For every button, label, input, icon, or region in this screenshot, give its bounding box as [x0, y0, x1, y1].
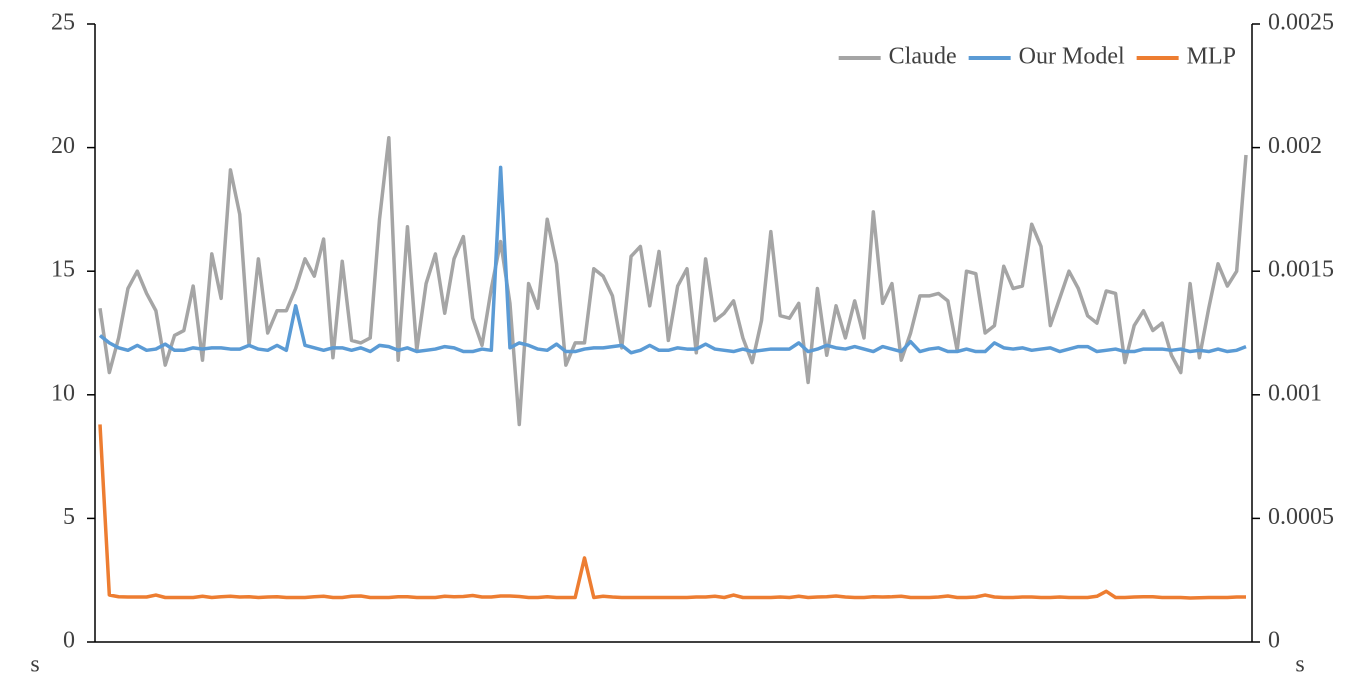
- series-line: [98, 165, 1247, 355]
- series-line: [98, 135, 1248, 427]
- y-tick-label: 20: [51, 133, 75, 159]
- y2-tick-label: 0.001: [1268, 380, 1322, 406]
- legend-label: Our Model: [1019, 44, 1125, 70]
- legend-label: Claude: [889, 44, 957, 70]
- y2-tick-label: 0: [1268, 628, 1280, 654]
- y2-tick-label: 0.0025: [1268, 10, 1334, 36]
- series-line: [98, 424, 1246, 600]
- x-axis-label: s: [30, 652, 39, 678]
- y-tick-label: 10: [51, 380, 75, 406]
- legend-label: MLP: [1187, 44, 1236, 70]
- y-tick-label: 0: [63, 628, 75, 654]
- y2-tick-label: 0.0005: [1268, 504, 1334, 530]
- y-tick-label: 25: [51, 10, 75, 36]
- y-tick-label: 15: [51, 257, 75, 283]
- y2-tick-label: 0.002: [1268, 133, 1322, 159]
- y-tick-label: 5: [63, 504, 75, 530]
- y2-tick-label: 0.0015: [1268, 257, 1334, 283]
- x2-axis-label: s: [1295, 652, 1304, 678]
